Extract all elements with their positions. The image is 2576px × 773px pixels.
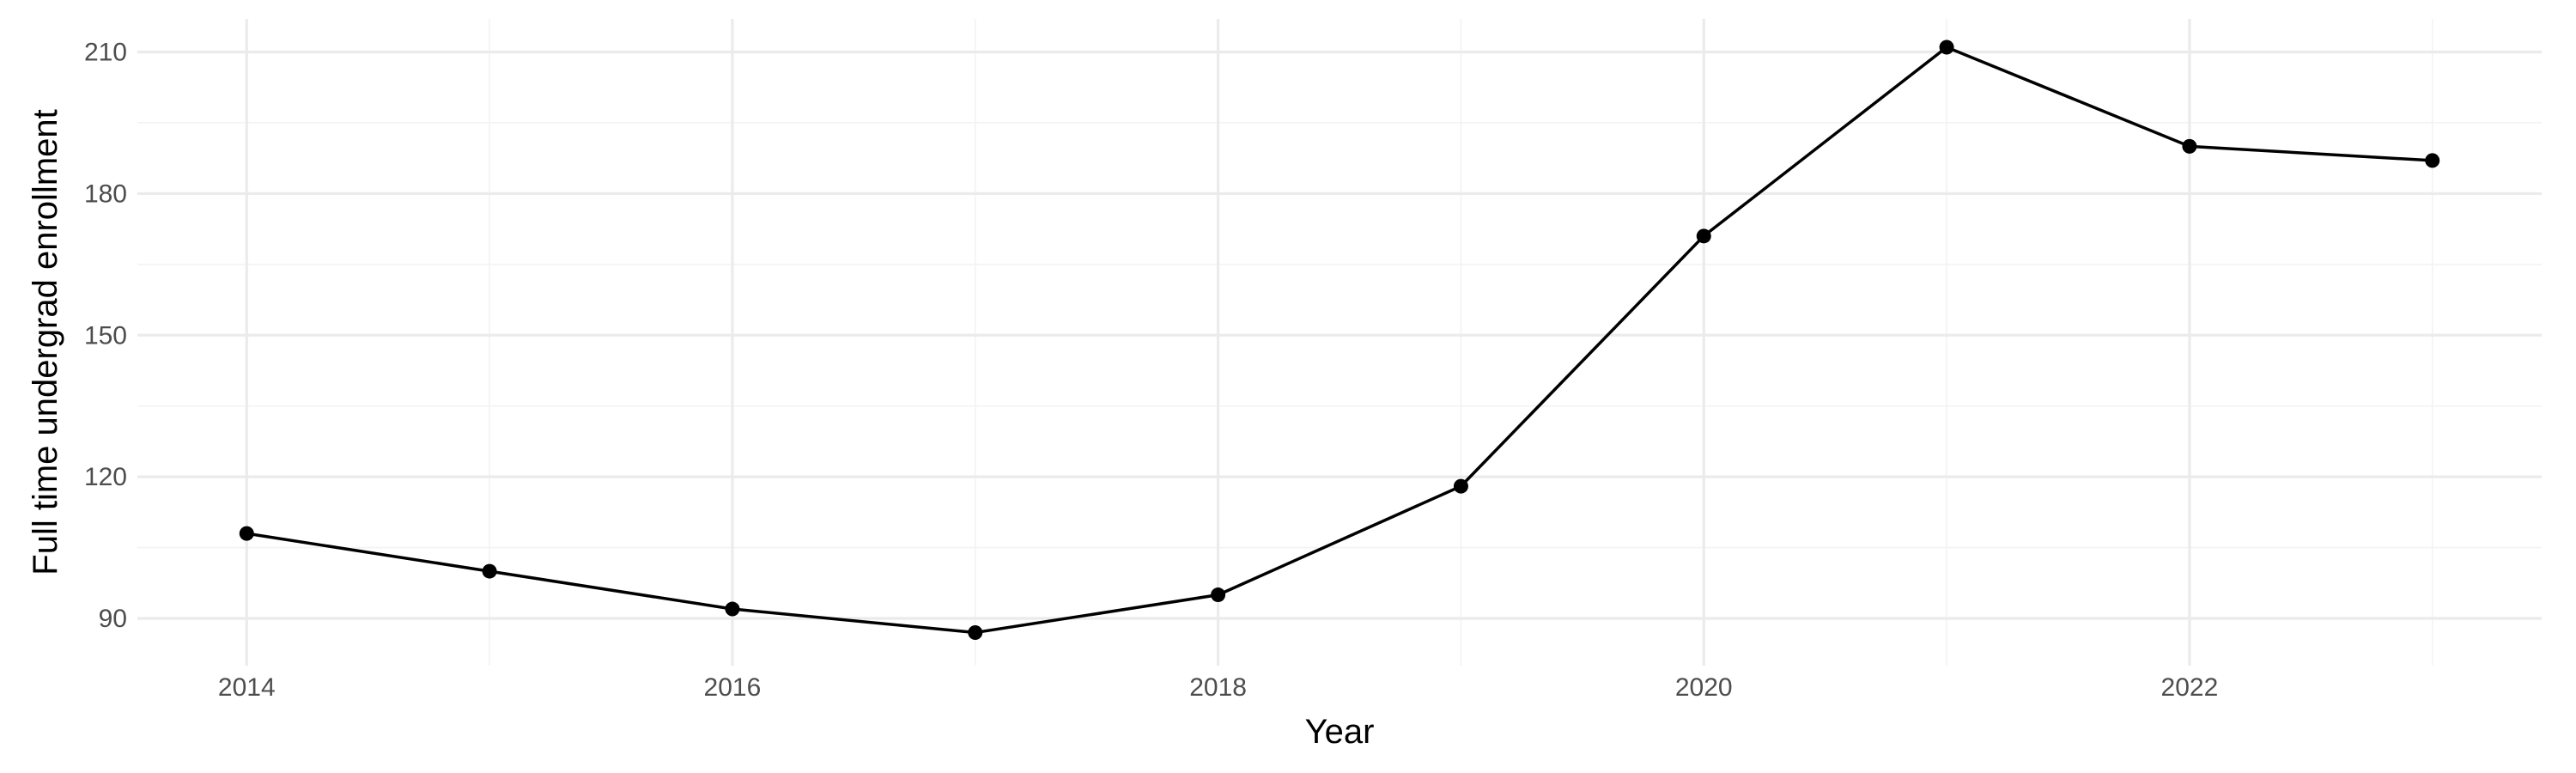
x-tick-label: 2018: [1189, 673, 1247, 702]
y-tick-label: 150: [84, 321, 127, 350]
tick-labels: 90 120 150 180 210 2014 2016 2018 2020 2022: [84, 38, 2218, 702]
y-axis-title: Full time undergrad enrollment: [27, 109, 64, 575]
series-line: [246, 46, 2433, 635]
data-series: [239, 40, 2440, 641]
y-tick-label: 90: [99, 605, 127, 633]
x-axis-title: Year: [1305, 713, 1375, 751]
x-tick-label: 2022: [2161, 673, 2219, 702]
data-point: [1453, 478, 1468, 494]
y-tick-label: 210: [84, 38, 127, 66]
x-tick-label: 2020: [1675, 673, 1733, 702]
x-tick-label: 2016: [704, 673, 762, 702]
data-point: [482, 563, 497, 579]
data-point: [968, 625, 983, 641]
y-tick-label: 180: [84, 180, 127, 208]
data-point: [1939, 40, 1954, 55]
x-tick-label: 2014: [218, 673, 276, 702]
data-point: [239, 526, 254, 541]
grid-lines: [137, 19, 2542, 666]
data-point: [1696, 228, 1711, 244]
data-point: [1211, 587, 1226, 603]
y-tick-label: 120: [84, 463, 127, 491]
data-point: [725, 601, 740, 617]
data-point: [2182, 138, 2197, 154]
data-point: [2425, 153, 2440, 168]
